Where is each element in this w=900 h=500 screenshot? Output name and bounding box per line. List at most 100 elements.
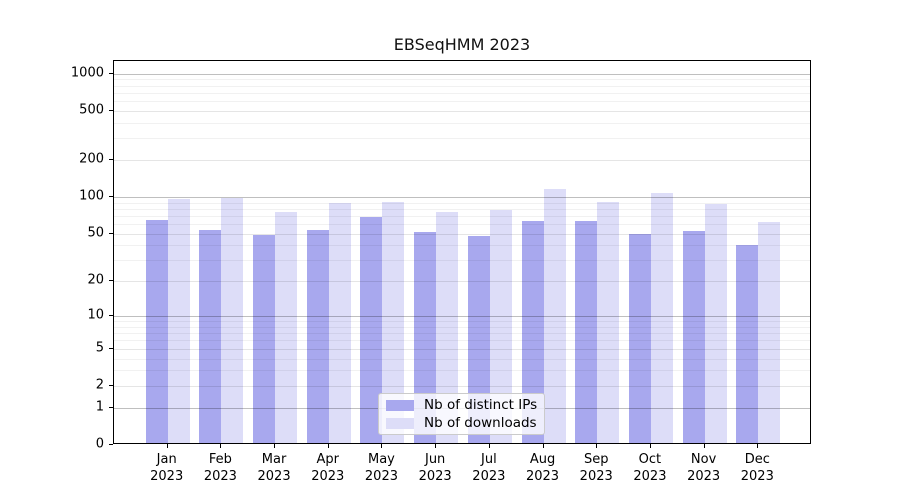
- x-tick-month: Mar: [261, 452, 287, 467]
- x-tick-month: May: [368, 452, 395, 467]
- y-tick-label: 100: [79, 188, 104, 204]
- x-tick-label: Sep 2023: [564, 451, 628, 485]
- bar-distinct-ips: [414, 231, 437, 443]
- x-tick-year: 2023: [579, 469, 613, 484]
- bar-distinct-ips: [736, 244, 759, 443]
- bar-downloads: [758, 222, 781, 443]
- y-tick-label: 1000: [70, 65, 104, 81]
- x-tick-label: Apr 2023: [296, 451, 360, 485]
- bar-downloads: [275, 212, 298, 443]
- x-tick-mark: [649, 444, 651, 448]
- gridline-major: [114, 348, 810, 350]
- gridline-minor: [114, 79, 810, 81]
- bar-downloads: [704, 204, 727, 443]
- y-tick-mark: [109, 72, 113, 74]
- x-tick-year: 2023: [687, 469, 721, 484]
- x-tick-mark: [703, 444, 705, 448]
- y-tick-mark: [109, 384, 113, 386]
- gridline-minor: [114, 85, 810, 87]
- gridline-major: [114, 385, 810, 387]
- x-tick-year: 2023: [150, 469, 184, 484]
- bar-downloads: [543, 188, 566, 443]
- legend-item-downloads: Nb of downloads: [386, 414, 537, 431]
- gridline-major: [114, 316, 810, 318]
- y-tick-mark: [109, 280, 113, 282]
- x-tick-label: Jun 2023: [403, 451, 467, 485]
- bar-distinct-ips: [467, 236, 490, 443]
- bar-distinct-ips: [360, 217, 383, 443]
- y-tick-label: 1: [95, 399, 104, 415]
- y-tick-mark: [109, 158, 113, 160]
- x-tick-label: Mar 2023: [242, 451, 306, 485]
- legend-item-distinct-ips: Nb of distinct IPs: [386, 397, 537, 413]
- x-tick-year: 2023: [418, 469, 452, 484]
- bar-downloads: [489, 210, 512, 443]
- bar-distinct-ips: [521, 221, 544, 443]
- gridline-minor: [114, 224, 810, 226]
- y-tick-label: 10: [87, 307, 104, 323]
- gridline-minor: [114, 122, 810, 124]
- x-tick-month: Jan: [156, 452, 177, 467]
- bar-downloads: [650, 193, 673, 443]
- gridline-minor: [114, 333, 810, 335]
- x-tick-mark: [220, 444, 222, 448]
- y-tick-label: 50: [87, 225, 104, 241]
- gridline-minor: [114, 138, 810, 140]
- bar-distinct-ips: [199, 229, 222, 443]
- x-tick-label: May 2023: [349, 451, 413, 485]
- x-tick-month: Jul: [481, 452, 497, 467]
- x-tick-mark: [757, 444, 759, 448]
- bar-downloads: [382, 201, 405, 443]
- bar-distinct-ips: [628, 233, 651, 443]
- x-tick-year: 2023: [633, 469, 667, 484]
- y-tick-mark: [109, 444, 113, 445]
- y-tick-mark: [109, 406, 113, 408]
- x-tick-label: Feb 2023: [188, 451, 252, 485]
- y-tick-mark: [109, 347, 113, 349]
- x-tick-year: 2023: [364, 469, 398, 484]
- x-tick-label: Jul 2023: [457, 451, 521, 485]
- gridline-major: [114, 159, 810, 161]
- gridline-major: [114, 233, 810, 235]
- x-tick-month: Jun: [424, 452, 446, 467]
- x-tick-mark: [381, 444, 383, 448]
- bar-downloads: [328, 203, 351, 443]
- x-tick-month: Sep: [583, 452, 609, 467]
- x-tick-mark: [166, 444, 168, 448]
- x-tick-year: 2023: [257, 469, 291, 484]
- x-tick-label: Oct 2023: [618, 451, 682, 485]
- x-tick-year: 2023: [525, 469, 560, 484]
- y-tick-label: 500: [79, 102, 104, 118]
- x-tick-mark: [435, 444, 437, 448]
- y-tick-label: 0: [95, 436, 104, 452]
- bar-distinct-ips: [306, 229, 329, 443]
- y-tick-mark: [109, 195, 113, 197]
- bar-downloads: [597, 201, 620, 443]
- gridline-minor: [114, 245, 810, 247]
- plot-area: [113, 60, 811, 444]
- gridline-minor: [114, 340, 810, 342]
- x-tick-month: Feb: [208, 452, 232, 467]
- gridline-major: [114, 281, 810, 283]
- legend-swatch-distinct-ips: [386, 399, 414, 411]
- x-tick-mark: [596, 444, 598, 448]
- legend-swatch-downloads: [386, 417, 414, 429]
- x-tick-year: 2023: [472, 469, 506, 484]
- x-tick-label: Jan 2023: [135, 451, 199, 485]
- x-tick-month: Dec: [744, 452, 770, 467]
- gridline-minor: [114, 202, 810, 204]
- gridline-minor: [114, 101, 810, 103]
- bar-distinct-ips: [682, 230, 705, 443]
- gridline-minor: [114, 358, 810, 360]
- legend: Nb of distinct IPs Nb of downloads: [378, 393, 545, 435]
- x-tick-mark: [488, 444, 490, 448]
- gridline-major: [114, 196, 810, 198]
- legend-label-downloads: Nb of downloads: [424, 414, 537, 431]
- chart-title: EBSeqHMM 2023: [393, 35, 531, 54]
- gridline-minor: [114, 321, 810, 323]
- gridline-minor: [114, 260, 810, 262]
- y-tick-label: 5: [95, 340, 104, 356]
- gridline-minor: [114, 215, 810, 217]
- x-tick-label: Nov 2023: [672, 451, 736, 485]
